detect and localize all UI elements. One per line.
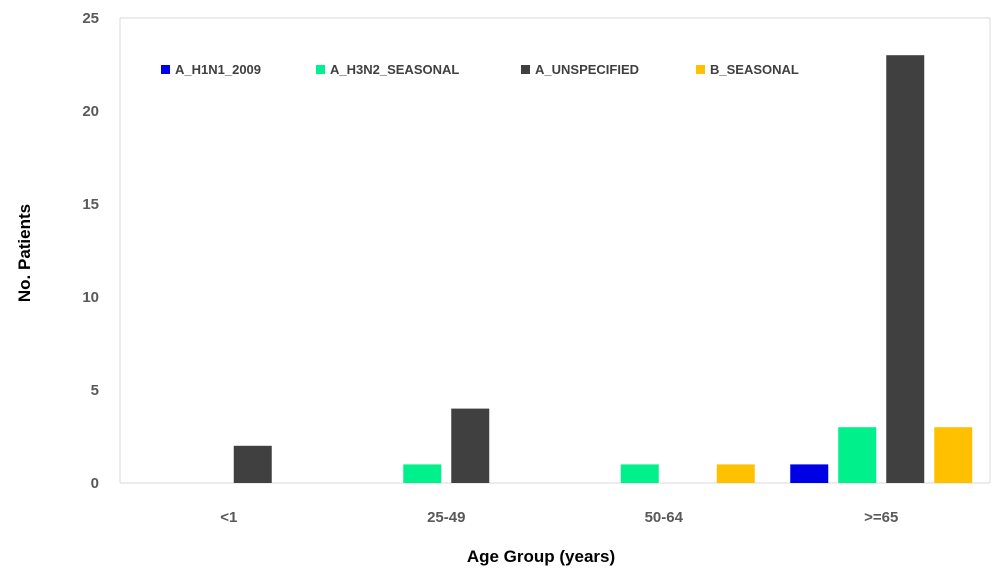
x-axis-title: Age Group (years) [467, 547, 615, 566]
bar [716, 464, 755, 483]
bar [838, 427, 877, 483]
bar [451, 408, 490, 483]
y-axis-title: No. Patients [15, 204, 34, 302]
plot-frame [119, 17, 991, 484]
bar [934, 427, 973, 483]
legend-swatch [161, 65, 170, 74]
bar [403, 464, 442, 483]
x-tick-label: <1 [220, 509, 237, 526]
legend-swatch [521, 65, 530, 74]
bar [233, 445, 272, 483]
x-axis-ticks: <1 25-49 50-64 >=65 [220, 509, 898, 526]
y-tick-label: 15 [82, 196, 99, 213]
bar [620, 464, 659, 483]
legend-swatch [316, 65, 325, 74]
y-tick-label: 20 [82, 103, 99, 120]
y-tick-label: 25 [82, 10, 99, 27]
bars [233, 55, 973, 483]
x-tick-label: 25-49 [427, 509, 465, 526]
legend-label: A_H3N2_SEASONAL [330, 62, 459, 77]
x-tick-label: 50-64 [645, 509, 684, 526]
y-axis-ticks: 0 5 10 15 20 25 [82, 10, 99, 492]
y-tick-label: 0 [91, 475, 99, 492]
legend: A_H1N1_2009 A_H3N2_SEASONAL A_UNSPECIFIED B… [161, 62, 799, 77]
legend-label: B_SEASONAL [710, 62, 799, 77]
legend-swatch [696, 65, 705, 74]
bar [790, 464, 829, 483]
legend-label: A_UNSPECIFIED [535, 62, 639, 77]
legend-label: A_H1N1_2009 [175, 62, 261, 77]
y-tick-label: 5 [91, 382, 99, 399]
bar [886, 55, 925, 483]
y-tick-label: 10 [82, 289, 99, 306]
x-tick-label: >=65 [864, 509, 898, 526]
